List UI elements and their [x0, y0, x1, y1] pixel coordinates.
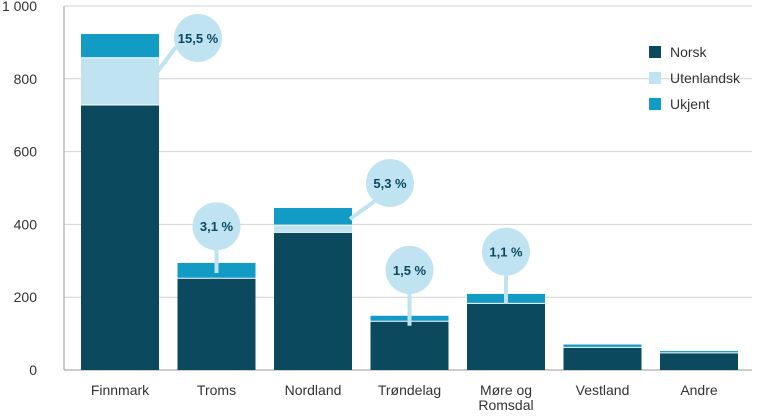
bar-segment-ukjent	[274, 208, 352, 226]
annotation-circle	[385, 245, 434, 294]
annotation-label: 3,1 %	[200, 219, 234, 234]
annotation-connector	[155, 45, 178, 74]
y-tick-label: 600	[14, 144, 38, 160]
annotation-bubble: 5,3 %	[348, 159, 414, 221]
bar-segment-ukjent	[660, 351, 738, 353]
bar-segment-norsk	[660, 352, 738, 370]
annotation-circle	[366, 159, 414, 207]
category-label: Troms	[197, 382, 236, 398]
annotation-label: 1,1 %	[489, 245, 523, 260]
bars	[81, 34, 738, 371]
y-tick-label: 400	[14, 216, 38, 232]
annotation-bubble: 3,1 %	[192, 202, 241, 273]
category-label: Trøndelag	[378, 382, 441, 398]
annotation-circle	[174, 14, 222, 62]
annotation-label: 5,3 %	[373, 176, 407, 191]
x-axis-category-labels: Finnmark Troms Nordland Trøndelag Møre ogRom…	[91, 382, 718, 413]
category-label: Andre	[680, 382, 718, 398]
category-label: Romsdal	[478, 397, 533, 412]
legend-label: Ukjent	[670, 96, 710, 112]
legend: Norsk Utenlandsk Ukjent	[649, 44, 741, 112]
annotation-connector	[348, 199, 376, 221]
category-label: Finnmark	[91, 382, 150, 398]
bar-segment-utenlandsk	[81, 57, 159, 106]
bar-segment-norsk	[370, 321, 449, 370]
annotation-bubble: 1,5 %	[385, 245, 434, 326]
annotation-label: 1,5 %	[393, 263, 427, 278]
bar-segment-ukjent	[81, 34, 159, 58]
annotation-circle	[482, 227, 530, 276]
legend-swatch	[649, 72, 661, 84]
bar-segment-norsk	[563, 347, 642, 370]
category-label: Nordland	[285, 382, 342, 398]
bar-segment-norsk	[177, 278, 256, 370]
bar-segment-ukjent	[563, 344, 642, 348]
bar-segment-norsk	[467, 303, 545, 370]
y-axis-tick-labels: 0 200 400 600 800 1 000	[2, 0, 37, 378]
bar-segment-norsk	[81, 105, 159, 371]
annotation-circle	[192, 202, 241, 251]
y-tick-label: 200	[14, 289, 38, 305]
legend-swatch	[649, 98, 661, 110]
y-tick-label: 1 000	[2, 0, 37, 14]
percentage-annotations: 15,5 % 3,1 % 5,3 % 1,5 % 1,1 %	[155, 14, 530, 326]
bar-segment-norsk	[274, 232, 352, 370]
category-label: Møre og	[480, 382, 532, 398]
legend-swatch	[649, 46, 661, 58]
annotation-bubble: 15,5 %	[155, 14, 222, 74]
y-tick-label: 0	[29, 362, 37, 378]
y-tick-label: 800	[14, 71, 38, 87]
annotation-bubble: 1,1 %	[482, 227, 530, 304]
legend-label: Utenlandsk	[670, 70, 741, 86]
bar-segment-utenlandsk	[274, 225, 352, 233]
legend-label: Norsk	[670, 44, 708, 60]
annotation-label: 15,5 %	[178, 31, 219, 46]
category-label: Vestland	[576, 382, 630, 398]
